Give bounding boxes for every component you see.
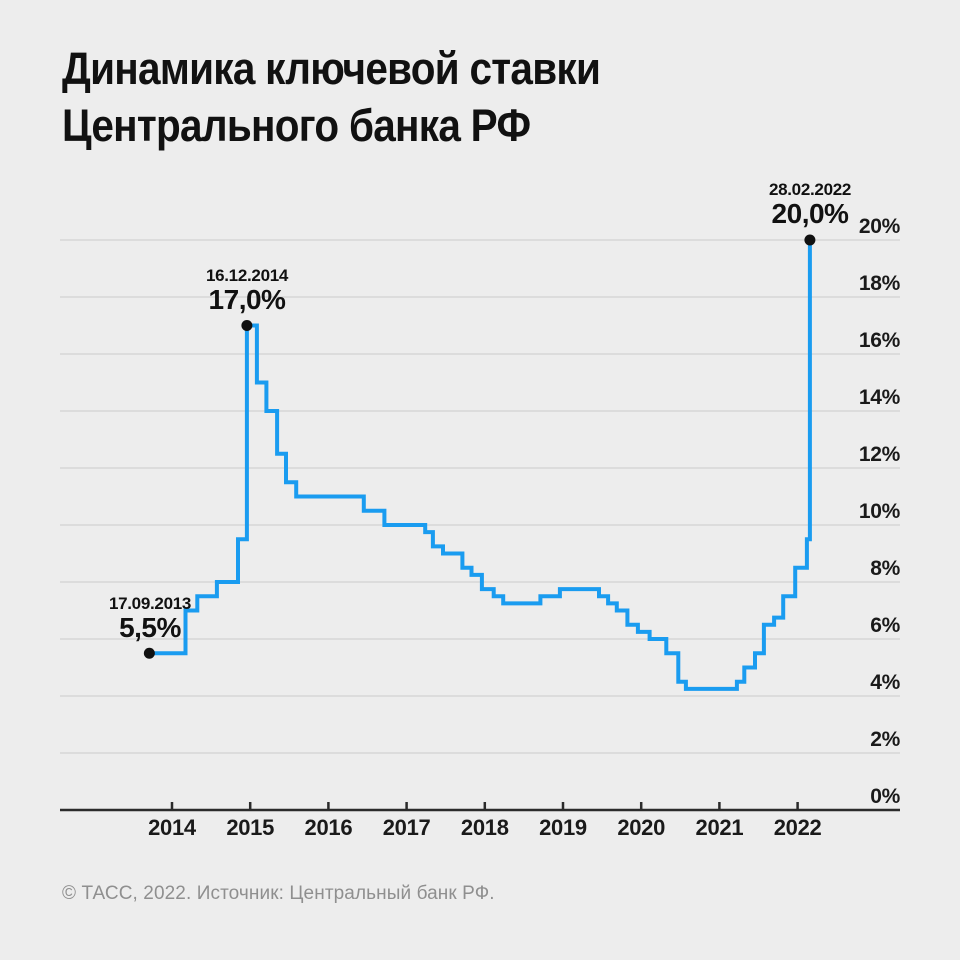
x-axis-label: 2016	[305, 815, 353, 840]
x-axis-label: 2017	[383, 815, 431, 840]
annotation-end-value: 20,0%	[771, 198, 849, 229]
x-axis-label: 2015	[226, 815, 274, 840]
annotation-start-value: 5,5%	[119, 612, 181, 643]
annotation-peak-date: 16.12.2014	[205, 266, 289, 285]
annotation-peak-2014: 16.12.2014 17,0%	[205, 266, 289, 315]
key-rate-line	[149, 240, 812, 691]
y-axis-label: 16%	[859, 329, 901, 352]
chart-title-line2: Центрального банка РФ	[62, 100, 531, 151]
chart-title-line1: Динамика ключевой ставки	[62, 43, 601, 94]
annotation-end-2022: 28.02.2022 20,0%	[768, 180, 852, 229]
annotation-start-2013: 17.09.2013 5,5%	[108, 594, 192, 643]
source-credit: © ТАСС, 2022. Источник: Центральный банк…	[62, 883, 495, 904]
x-axis-label: 2021	[696, 815, 744, 840]
y-axis-label: 10%	[859, 500, 901, 523]
chart-title: Динамика ключевой ставки Центрального бан…	[62, 40, 601, 154]
x-axis-label: 2014	[148, 815, 197, 840]
y-axis-label: 20%	[859, 215, 901, 238]
annotation-end-date: 28.02.2022	[768, 180, 852, 199]
y-axis-label: 8%	[870, 557, 900, 580]
y-axis-label: 0%	[870, 785, 900, 808]
annotation-dot	[241, 320, 253, 331]
y-axis-label: 18%	[859, 272, 901, 295]
x-axis-label: 2019	[539, 815, 587, 840]
annotation-start-date: 17.09.2013	[108, 594, 192, 613]
annotation-dot	[143, 647, 155, 659]
x-axis-label: 2020	[617, 815, 665, 840]
y-axis-label: 2%	[870, 728, 900, 751]
y-axis-label: 14%	[859, 386, 901, 409]
x-axis-label: 2018	[461, 815, 509, 840]
x-axis-label: 2022	[774, 815, 822, 840]
annotation-dot	[804, 234, 816, 246]
y-axis-label: 6%	[870, 614, 900, 637]
y-axis-label: 4%	[870, 671, 900, 694]
annotation-peak-value: 17,0%	[208, 284, 286, 315]
y-axis-label: 12%	[859, 443, 901, 466]
